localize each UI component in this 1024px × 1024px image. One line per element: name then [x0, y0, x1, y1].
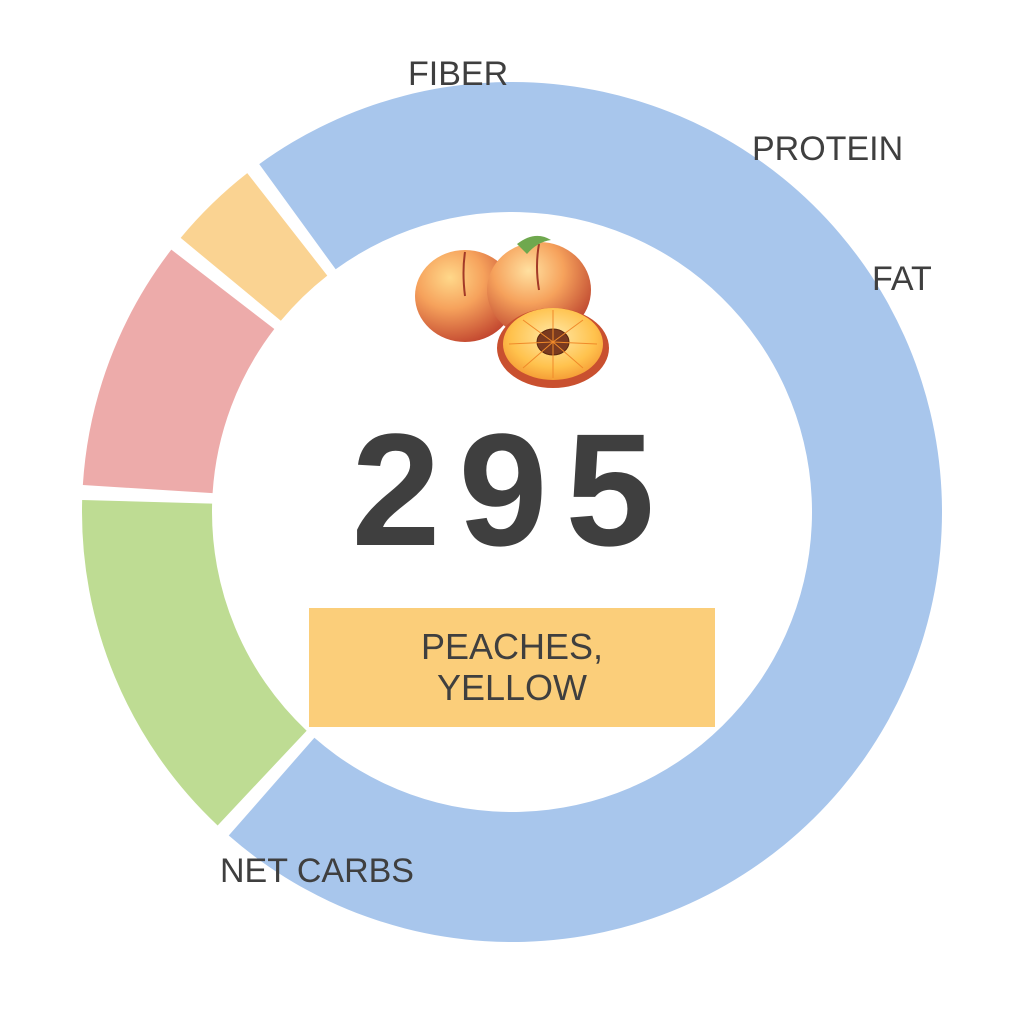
nutrition-donut-chart: 295 PEACHES, YELLOW NET CARBS FIBER PROT… [0, 0, 1024, 1024]
segment-label-fat: FAT [872, 260, 932, 299]
food-name-badge: PEACHES, YELLOW [309, 608, 715, 727]
calorie-value: 295 [352, 398, 673, 582]
food-image [397, 230, 627, 395]
segment-label-net-carbs: NET CARBS [220, 852, 414, 891]
donut-segment-fiber [82, 500, 307, 825]
segment-label-protein: PROTEIN [752, 130, 903, 169]
food-name-line1: PEACHES, [347, 626, 677, 667]
food-name-line2: YELLOW [347, 667, 677, 708]
segment-label-fiber: FIBER [408, 55, 508, 94]
